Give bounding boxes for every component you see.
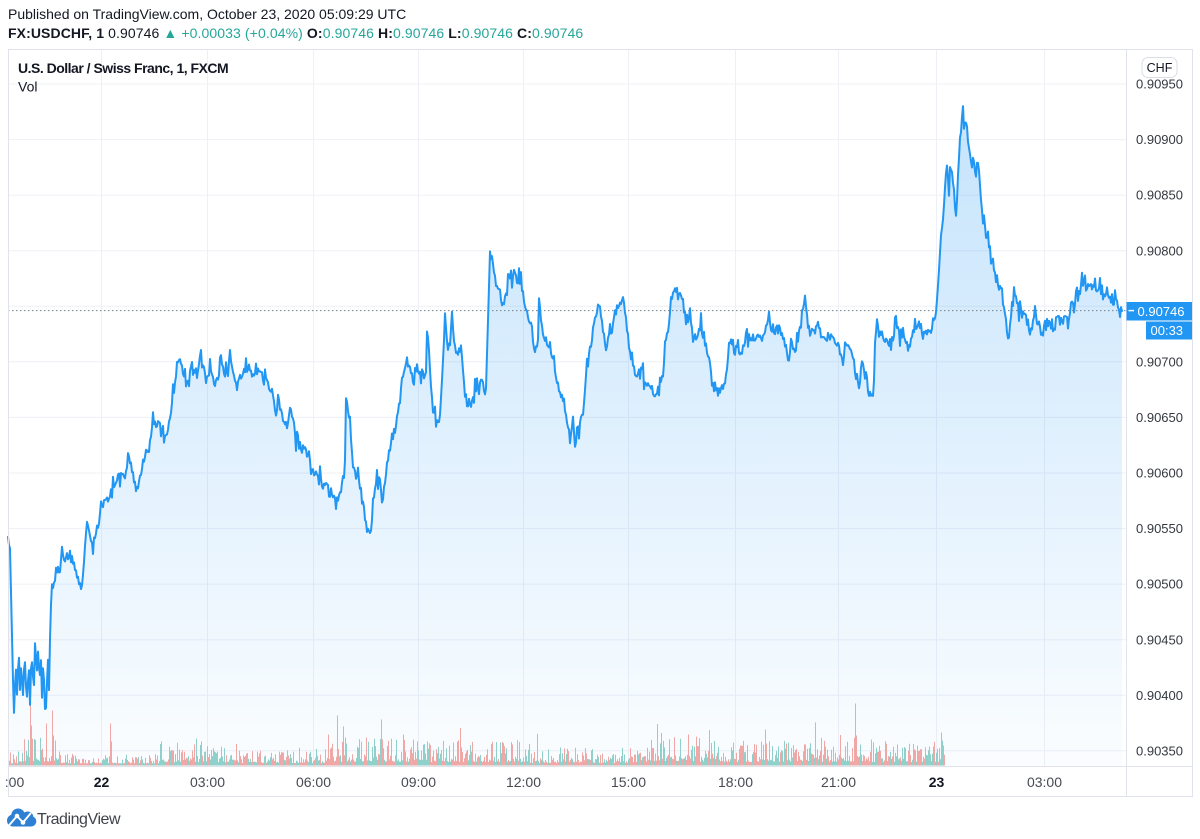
svg-text:0.90800: 0.90800 (1136, 243, 1183, 258)
svg-text:0.90650: 0.90650 (1136, 410, 1183, 425)
svg-text:21:00: 21:00 (821, 774, 856, 790)
svg-text:FX:USDCHF, 1 0.90746 ▲ +0.0003: FX:USDCHF, 1 0.90746 ▲ +0.00033 (+0.04%)… (8, 25, 583, 41)
svg-text:09:00: 09:00 (401, 774, 436, 790)
svg-text:0.90850: 0.90850 (1136, 188, 1183, 203)
svg-text:03:00: 03:00 (190, 774, 225, 790)
svg-text:Published on TradingView.com,: Published on TradingView.com, October 23… (8, 6, 406, 22)
svg-text:0.90600: 0.90600 (1136, 466, 1183, 481)
svg-text:03:00: 03:00 (1027, 774, 1062, 790)
svg-text:0.90900: 0.90900 (1136, 132, 1183, 147)
svg-text:00:33: 00:33 (1151, 323, 1184, 338)
svg-text:0.90500: 0.90500 (1136, 577, 1183, 592)
svg-text:Vol: Vol (18, 79, 37, 95)
svg-text:0.90400: 0.90400 (1136, 688, 1183, 703)
svg-text:23: 23 (929, 774, 945, 790)
svg-text:15:00: 15:00 (611, 774, 646, 790)
svg-text::00: :00 (5, 774, 25, 790)
svg-text:0.90746: 0.90746 (1138, 304, 1185, 319)
svg-text:22: 22 (94, 774, 110, 790)
svg-text:0.90550: 0.90550 (1136, 521, 1183, 536)
svg-text:18:00: 18:00 (718, 774, 753, 790)
svg-text:06:00: 06:00 (296, 774, 331, 790)
svg-text:TradingView: TradingView (37, 811, 121, 828)
svg-text:U.S. Dollar / Swiss Franc, 1,: U.S. Dollar / Swiss Franc, 1, FXCM (18, 60, 228, 76)
svg-text:0.90350: 0.90350 (1136, 743, 1183, 758)
svg-text:0.90450: 0.90450 (1136, 632, 1183, 647)
svg-text:0.90950: 0.90950 (1136, 77, 1183, 92)
svg-text:12:00: 12:00 (506, 774, 541, 790)
svg-text:CHF: CHF (1147, 61, 1173, 75)
svg-text:0.90700: 0.90700 (1136, 354, 1183, 369)
